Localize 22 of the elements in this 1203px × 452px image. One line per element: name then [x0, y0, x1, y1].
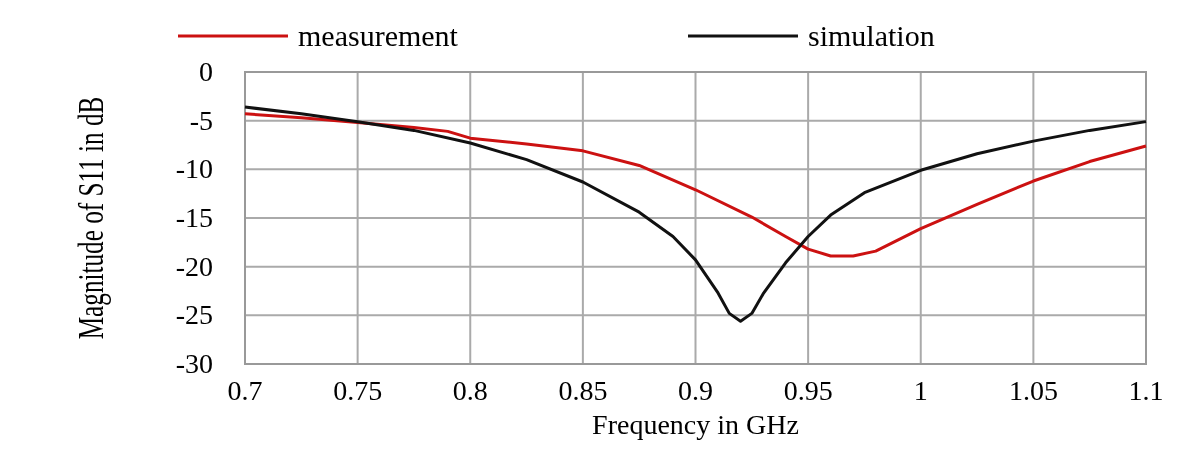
x-tick-label: 0.85: [558, 375, 608, 406]
legend-label: measurement: [298, 19, 459, 52]
line-series: [243, 112, 1148, 258]
x-tick-label: 0.95: [783, 375, 833, 406]
y-tick-label: -25: [175, 299, 213, 331]
x-tick-label: 1.05: [1008, 375, 1058, 406]
x-tick-label: 0.75: [333, 375, 383, 406]
y-tick-label: -30: [175, 348, 213, 379]
y-tick-label: -10: [175, 153, 213, 185]
x-tick-label: 1.1: [1128, 375, 1164, 406]
legend-label: simulation: [808, 19, 935, 52]
line-series: [243, 105, 1148, 323]
y-axis-title: Magnitude of S11 in dB: [70, 96, 112, 340]
x-tick-label: 0.9: [678, 375, 713, 406]
x-axis-title: Frequency in GHz: [592, 409, 799, 440]
x-tick-label: 1: [913, 375, 928, 406]
y-tick-label: 0: [199, 56, 213, 87]
y-tick-label: -15: [175, 202, 213, 233]
x-tick-label: 0.7: [227, 375, 263, 406]
y-tick-label: -20: [175, 250, 213, 282]
y-tick-label: -5: [189, 104, 213, 136]
x-tick-label: 0.8: [452, 375, 488, 406]
